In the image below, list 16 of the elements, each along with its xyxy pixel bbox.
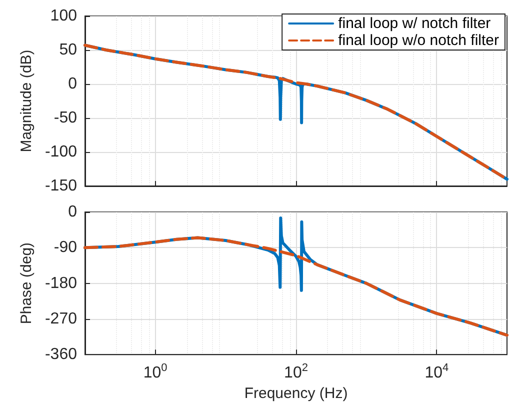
y-tick-label: -90 [54, 239, 78, 256]
y-axis-title: Phase (deg) [18, 242, 36, 324]
y-tick-label: -50 [54, 110, 78, 126]
legend-label: final loop w/o notch filter [338, 32, 500, 49]
legend-label: final loop w/ notch filter [338, 15, 491, 32]
x-axis-title: Frequency (Hz) [244, 385, 348, 402]
y-tick-label: 0 [68, 76, 78, 92]
y-axis-title: Magnitude (dB) [18, 50, 36, 152]
y-tick-label: -100 [44, 144, 78, 160]
y-tick-label: -360 [44, 346, 78, 364]
y-tick-label: 50 [59, 42, 78, 58]
y-tick-label: -180 [44, 274, 78, 292]
y-tick-label: -150 [44, 178, 78, 194]
y-tick-label: -270 [44, 310, 78, 328]
y-tick-label: 0 [68, 204, 78, 220]
y-tick-label: 100 [50, 8, 78, 24]
